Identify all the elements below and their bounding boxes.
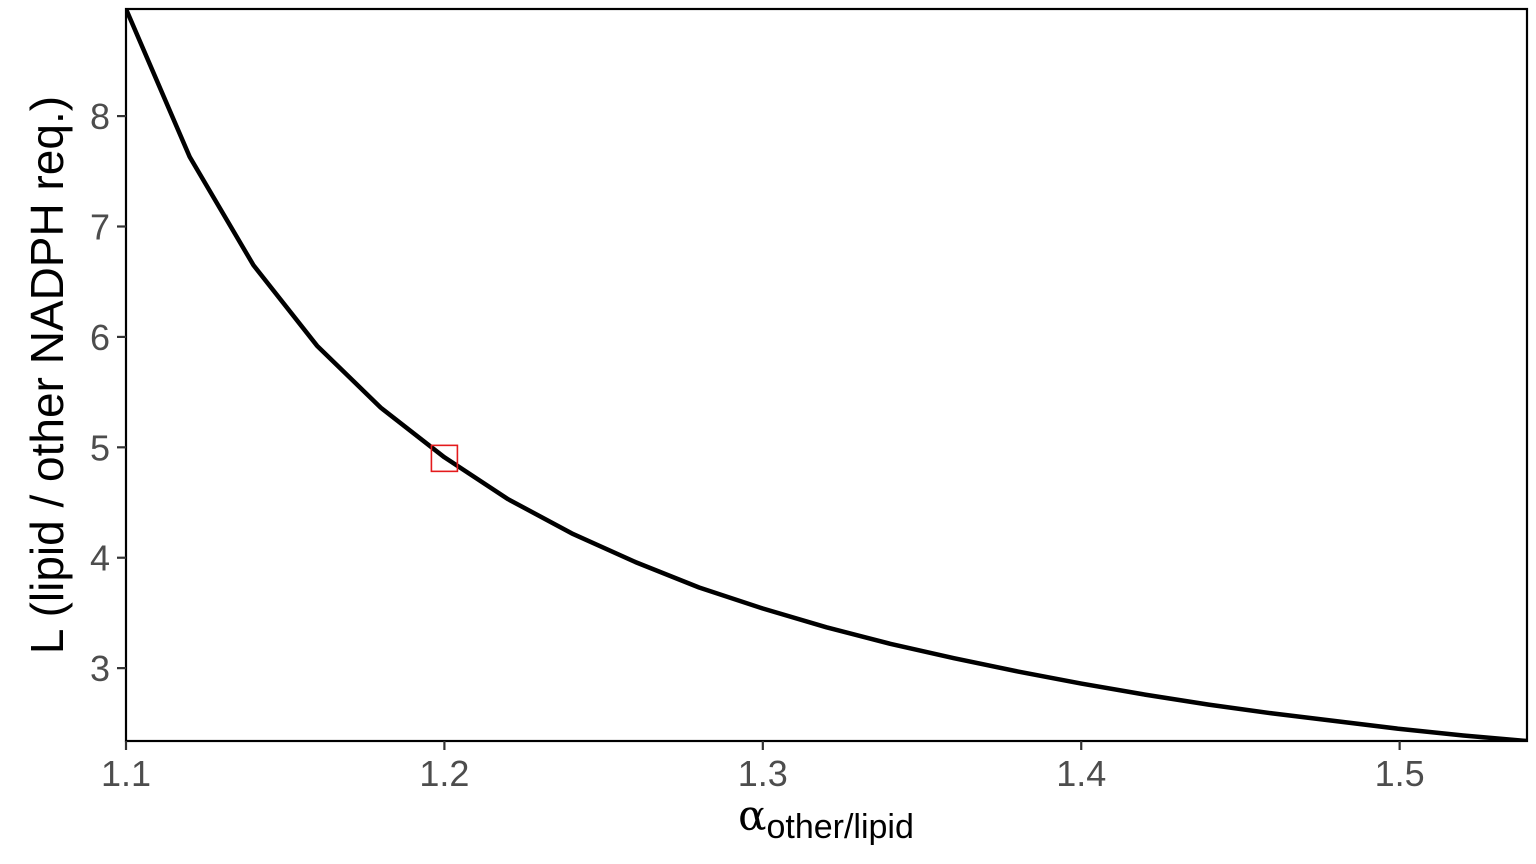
y-tick-label: 7	[90, 207, 110, 248]
x-tick-label: 1.1	[101, 753, 151, 794]
panel-border	[124, 7, 1529, 743]
y-tick-label: 3	[90, 648, 110, 689]
y-tick-label: 6	[90, 317, 110, 358]
y-tick-label: 5	[90, 427, 110, 468]
y-axis: 3 4 5 6 7 8	[90, 96, 126, 689]
y-tick-label: 8	[90, 96, 110, 137]
x-axis-title-subscript: other/lipid	[766, 808, 913, 846]
y-axis-title: L (lipid / other NADPH req.)	[21, 96, 73, 654]
series-line-0	[126, 9, 1527, 741]
x-tick-label: 1.5	[1375, 753, 1425, 794]
x-tick-label: 1.3	[738, 753, 788, 794]
x-axis: 1.1 1.2 1.3 1.4 1.5	[101, 741, 1425, 794]
y-tick-label: 4	[90, 538, 110, 579]
x-axis-title-main: α	[738, 791, 766, 840]
x-tick-label: 1.4	[1056, 753, 1106, 794]
plot-panel	[124, 7, 1529, 743]
x-tick-label: 1.2	[419, 753, 469, 794]
highlight-marker	[430, 444, 459, 473]
x-axis-title: αother/lipid	[738, 791, 914, 846]
